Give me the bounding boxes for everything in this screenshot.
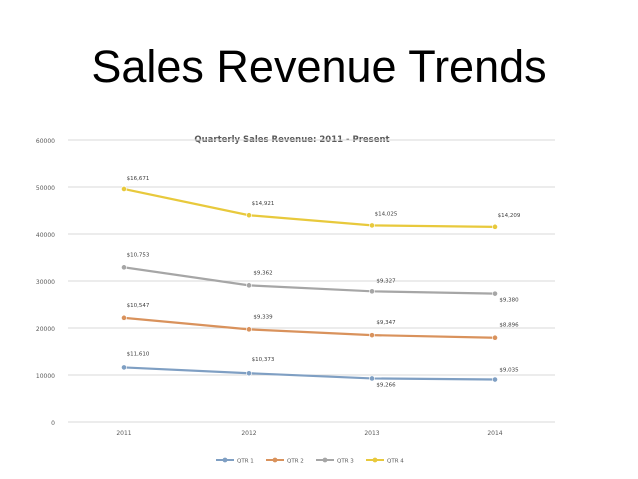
- legend-label: QTR 4: [387, 459, 404, 465]
- y-tick-label: 20000: [36, 326, 55, 333]
- legend-label: QTR 2: [287, 459, 304, 465]
- y-tick-label: 30000: [36, 279, 55, 286]
- data-point: [246, 370, 252, 377]
- legend-label: QTR 3: [337, 459, 354, 465]
- data-label: $9,362: [253, 270, 272, 276]
- x-tick-label: 2013: [364, 430, 379, 437]
- data-label: $16,671: [127, 176, 150, 182]
- y-tick-label: 50000: [36, 185, 55, 192]
- legend-marker: [222, 457, 228, 463]
- y-tick-label: 40000: [36, 232, 55, 239]
- series-group: [121, 186, 498, 383]
- legend-marker: [372, 457, 378, 463]
- data-label: $9,380: [499, 298, 519, 304]
- data-label: $9,266: [376, 382, 396, 388]
- y-tick-label: 60000: [36, 138, 55, 145]
- data-point: [246, 282, 252, 289]
- y-axis-ticks: 0 10000 20000 30000 40000 50000 60000: [36, 138, 55, 427]
- data-point: [492, 334, 498, 341]
- y-tick-label: 0: [51, 420, 55, 427]
- data-point: [121, 264, 127, 271]
- data-label: $14,921: [252, 201, 275, 207]
- data-point: [369, 375, 375, 382]
- data-point: [369, 332, 375, 339]
- data-label: $11,610: [127, 351, 150, 357]
- series-line-qtr-2: [123, 316, 496, 339]
- x-tick-label: 2012: [241, 430, 256, 437]
- data-label: $14,209: [498, 213, 521, 219]
- data-point: [492, 376, 498, 383]
- data-point: [492, 290, 498, 297]
- series-line-qtr-1: [123, 366, 496, 381]
- legend: QTR 1 QTR 2 QTR 3 QTR 4: [216, 457, 404, 465]
- data-label: $10,373: [252, 357, 275, 363]
- data-point: [246, 212, 252, 219]
- data-point: [121, 314, 127, 321]
- series-line-qtr-4: [123, 187, 496, 228]
- data-label: $9,035: [499, 368, 519, 374]
- legend-marker: [322, 457, 328, 463]
- data-point: [121, 364, 127, 371]
- legend-marker: [272, 457, 278, 463]
- slide-title: Sales Revenue Trends: [91, 41, 547, 92]
- data-point: [369, 222, 375, 229]
- data-label: $10,753: [127, 252, 150, 258]
- x-tick-label: 2011: [116, 430, 131, 437]
- series-line-qtr-3: [123, 266, 496, 295]
- y-tick-label: 10000: [36, 373, 55, 380]
- data-label: $9,339: [253, 314, 273, 320]
- data-labels: $11,610 $10,373 $9,266 $9,035 $10,547 $9,339 $…: [127, 176, 521, 388]
- legend-label: QTR 1: [237, 459, 254, 465]
- data-point: [121, 186, 127, 192]
- data-point: [369, 288, 375, 295]
- data-label: $9,347: [376, 320, 396, 326]
- data-label: $14,025: [375, 211, 398, 217]
- data-point: [492, 223, 498, 230]
- data-point: [246, 326, 252, 333]
- x-tick-label: 2014: [487, 430, 502, 437]
- data-label: $8,896: [499, 323, 519, 329]
- x-axis-ticks: 2011 2012 2013 2014: [116, 430, 502, 437]
- data-label: $10,547: [127, 303, 150, 309]
- data-label: $9,327: [376, 278, 396, 284]
- gridlines: [68, 139, 555, 423]
